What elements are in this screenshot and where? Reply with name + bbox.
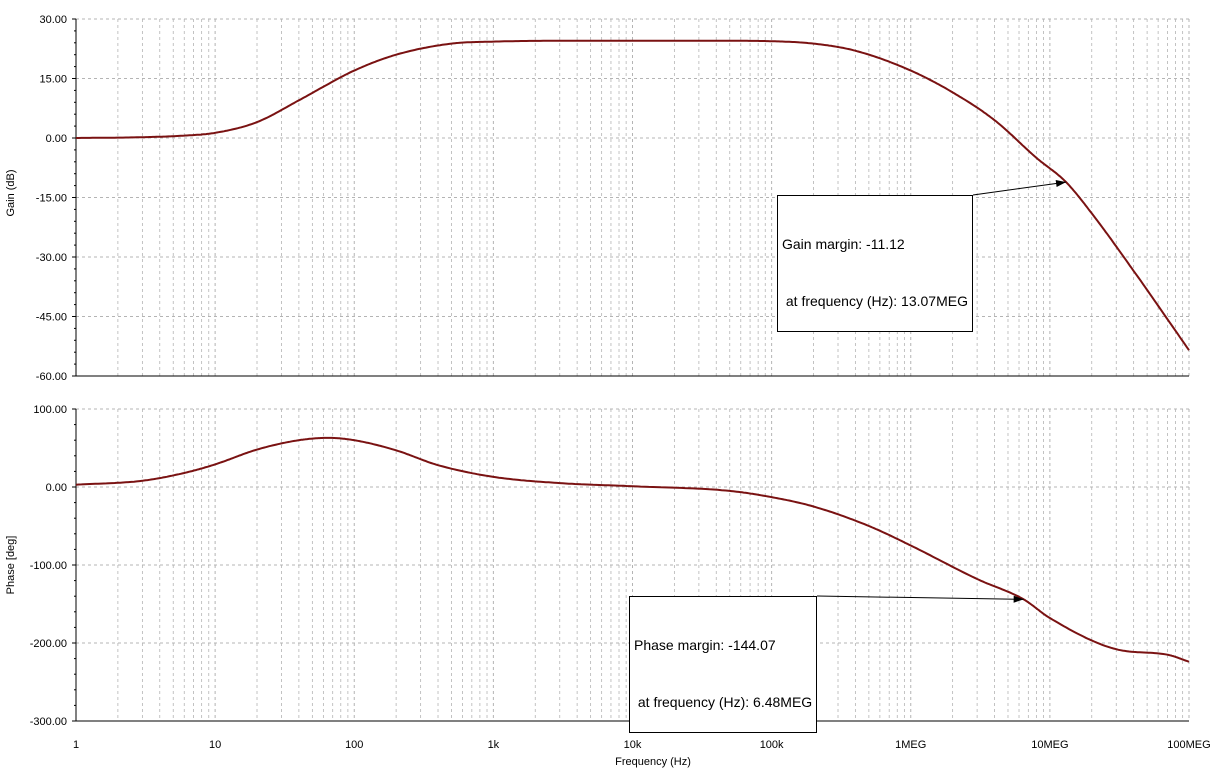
phase-y-tick-label: 0.00 [46,482,67,494]
x-tick-label: 100 [345,739,363,751]
x-tick-label: 10 [209,739,221,751]
gain-y-tick-label: -15.00 [36,193,67,205]
phase-y-tick-label: 100.00 [33,404,67,416]
phase-panel: 100.00 0.00 -100.00 -200.00 -300.00 1 10 100 1k 1… [30,404,1211,751]
gain-annotation-arrow-line [972,181,1067,196]
gain-margin-annotation: Gain margin: -11.12 at frequency (Hz): 1… [777,195,973,332]
gain-y-tick-label: -60.00 [36,371,67,383]
gain-curve [76,39,1190,351]
x-tick-label: 1 [73,739,79,751]
gain-y-axis-label: Gain (dB) [5,169,17,216]
phase-y-axis-label: Phase [deg] [5,536,17,595]
phase-y-tick-label: -300.00 [30,716,67,728]
x-tick-label: 100MEG [1167,739,1210,751]
phase-curve [75,436,1190,663]
gain-margin-frequency-text: at frequency (Hz): 13.07MEG [782,293,968,309]
x-axis-label: Frequency (Hz) [615,756,691,768]
gain-panel: 30.00 15.00 0.00 -15.00 -30.00 -45.00 -60.00 [36,14,1190,383]
phase-y-tick-label: -100.00 [30,560,67,572]
gain-y-tick-label: -45.00 [36,312,67,324]
x-tick-label: 100k [760,739,784,751]
phase-margin-annotation: Phase margin: -144.07 at frequency (Hz):… [629,596,818,733]
gain-y-tick-label: 15.00 [39,74,67,86]
gain-margin-text: Gain margin: -11.12 [782,236,905,252]
phase-y-tick-label: -200.00 [30,638,67,650]
x-tick-label: 10k [624,739,642,751]
phase-annotation-arrow-line [816,595,1024,600]
gain-y-tick-label: -30.00 [36,252,67,264]
phase-annotation-arrowhead [1013,595,1024,603]
x-tick-label: 1MEG [895,739,926,751]
gain-y-tick-label: 30.00 [39,14,67,26]
x-tick-label: 1k [488,739,500,751]
x-tick-label: 10MEG [1031,739,1068,751]
gain-y-tick-label: 0.00 [46,133,67,145]
gain-annotation-arrowhead [1055,180,1067,187]
phase-margin-text: Phase margin: -144.07 [634,637,776,653]
phase-margin-frequency-text: at frequency (Hz): 6.48MEG [634,694,813,710]
